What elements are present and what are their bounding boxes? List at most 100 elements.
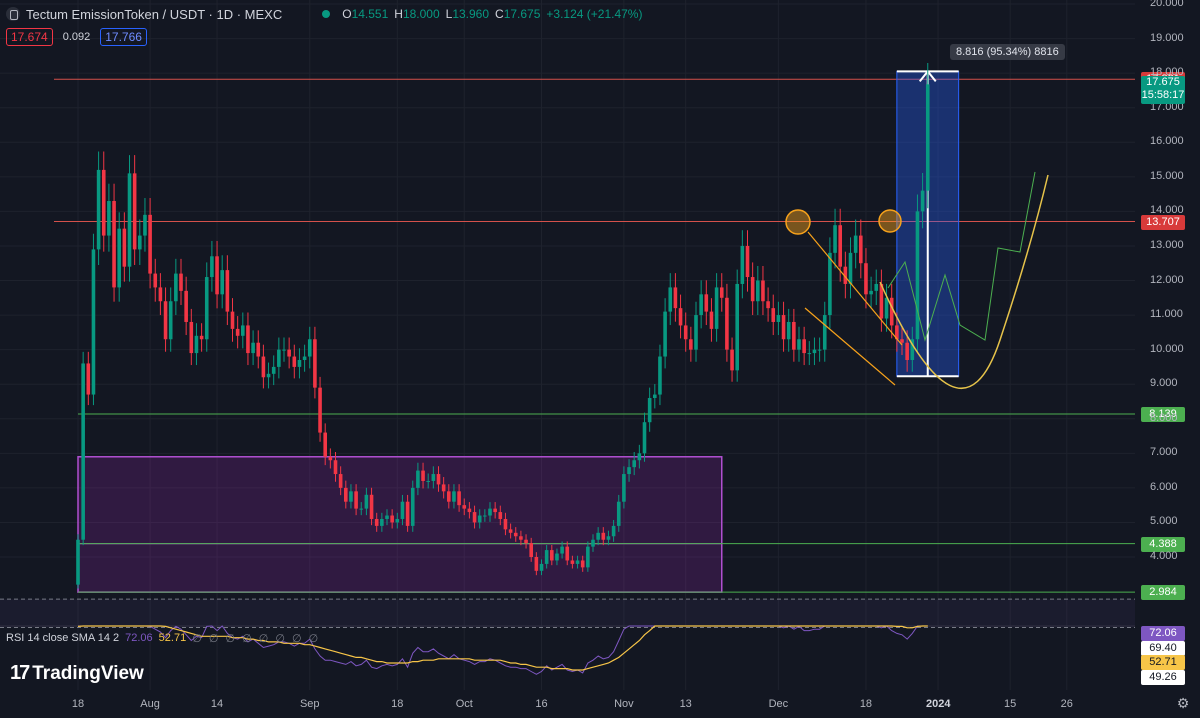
candle[interactable] <box>786 321 791 340</box>
candle[interactable] <box>395 518 400 523</box>
candle[interactable] <box>163 301 168 340</box>
candle[interactable] <box>513 532 518 537</box>
candle[interactable] <box>153 273 158 288</box>
candle[interactable] <box>194 335 199 354</box>
candle[interactable] <box>354 491 358 509</box>
candle[interactable] <box>874 283 879 291</box>
candle[interactable] <box>725 297 729 350</box>
candle[interactable] <box>771 308 776 322</box>
candle[interactable] <box>333 460 338 475</box>
candle[interactable] <box>616 501 621 526</box>
candle[interactable] <box>524 539 528 544</box>
candle[interactable] <box>416 470 420 488</box>
candle[interactable] <box>869 290 873 295</box>
candle[interactable] <box>385 515 389 519</box>
candle[interactable] <box>781 315 786 340</box>
candle[interactable] <box>570 560 575 564</box>
candle[interactable] <box>143 214 147 236</box>
candle[interactable] <box>374 518 379 526</box>
candle[interactable] <box>586 546 590 568</box>
candle[interactable] <box>853 235 858 253</box>
candle[interactable] <box>859 235 863 264</box>
candle[interactable] <box>709 311 714 329</box>
candle[interactable] <box>168 301 173 340</box>
candle[interactable] <box>380 518 384 526</box>
candle[interactable] <box>596 532 600 540</box>
candle[interactable] <box>838 225 842 267</box>
candle[interactable] <box>544 550 549 564</box>
candle[interactable] <box>761 280 765 302</box>
candle[interactable] <box>117 228 121 288</box>
candle[interactable] <box>756 280 760 302</box>
candle[interactable] <box>915 211 920 340</box>
candle[interactable] <box>519 536 523 540</box>
candle[interactable] <box>426 480 430 482</box>
candle[interactable] <box>884 297 889 319</box>
candle[interactable] <box>287 349 291 357</box>
candle[interactable] <box>199 335 204 340</box>
candle[interactable] <box>452 491 456 502</box>
candle[interactable] <box>256 342 261 357</box>
sell-price-button[interactable]: 17.674 <box>6 28 53 46</box>
candle[interactable] <box>750 277 755 302</box>
candle[interactable] <box>606 536 611 540</box>
rsi-line[interactable] <box>78 625 928 675</box>
candle[interactable] <box>107 201 111 236</box>
candle[interactable] <box>338 474 343 488</box>
candle[interactable] <box>323 432 327 457</box>
candle[interactable] <box>91 249 96 395</box>
tradingview-logo[interactable]: 17 TradingView <box>10 662 144 685</box>
candle[interactable] <box>246 325 250 354</box>
candle[interactable] <box>508 529 513 533</box>
candle[interactable] <box>704 294 709 312</box>
candle[interactable] <box>730 349 734 371</box>
candle[interactable] <box>86 363 91 395</box>
candle[interactable] <box>658 356 662 395</box>
candle[interactable] <box>668 287 673 312</box>
candle[interactable] <box>673 287 678 309</box>
candle[interactable] <box>225 270 230 312</box>
candle[interactable] <box>555 553 559 561</box>
candle[interactable] <box>261 356 266 378</box>
candle[interactable] <box>76 539 80 585</box>
candle[interactable] <box>230 311 235 329</box>
candle[interactable] <box>689 339 693 350</box>
candle[interactable] <box>148 214 152 274</box>
peak-circle-1[interactable] <box>785 209 811 235</box>
candle[interactable] <box>436 474 441 485</box>
candle[interactable] <box>817 349 822 351</box>
candle[interactable] <box>457 491 461 506</box>
rsi-sma-line[interactable] <box>77 625 928 671</box>
candle[interactable] <box>467 508 472 513</box>
candle[interactable] <box>282 349 286 351</box>
candle[interactable] <box>421 470 425 481</box>
candle[interactable] <box>307 339 312 357</box>
candle[interactable] <box>719 287 724 298</box>
candle[interactable] <box>112 201 116 288</box>
candle[interactable] <box>405 501 410 526</box>
candle[interactable] <box>580 560 585 568</box>
candle[interactable] <box>138 235 142 250</box>
candle[interactable] <box>802 339 806 354</box>
candle[interactable] <box>462 505 467 509</box>
candle[interactable] <box>539 563 544 571</box>
candle[interactable] <box>96 169 101 250</box>
candle[interactable] <box>204 277 209 340</box>
candle[interactable] <box>122 228 127 267</box>
candle[interactable] <box>266 373 271 378</box>
settings-gear-icon[interactable]: ⚙ <box>1176 695 1190 711</box>
rsi-legend[interactable]: RSI 14 close SMA 14 2 72.06 52.71 ∅ ∅ ∅ … <box>6 632 320 645</box>
candle[interactable] <box>663 311 667 357</box>
candle[interactable] <box>483 515 487 517</box>
candle[interactable] <box>503 518 508 530</box>
candle[interactable] <box>900 339 904 343</box>
candle[interactable] <box>344 487 348 502</box>
candle[interactable] <box>622 474 626 502</box>
candle[interactable] <box>889 297 894 326</box>
wedge-upper-line[interactable] <box>807 231 903 346</box>
candle[interactable] <box>565 546 570 561</box>
accumulation-range-box[interactable] <box>77 456 723 593</box>
candle[interactable] <box>349 491 353 502</box>
candle[interactable] <box>694 315 698 350</box>
